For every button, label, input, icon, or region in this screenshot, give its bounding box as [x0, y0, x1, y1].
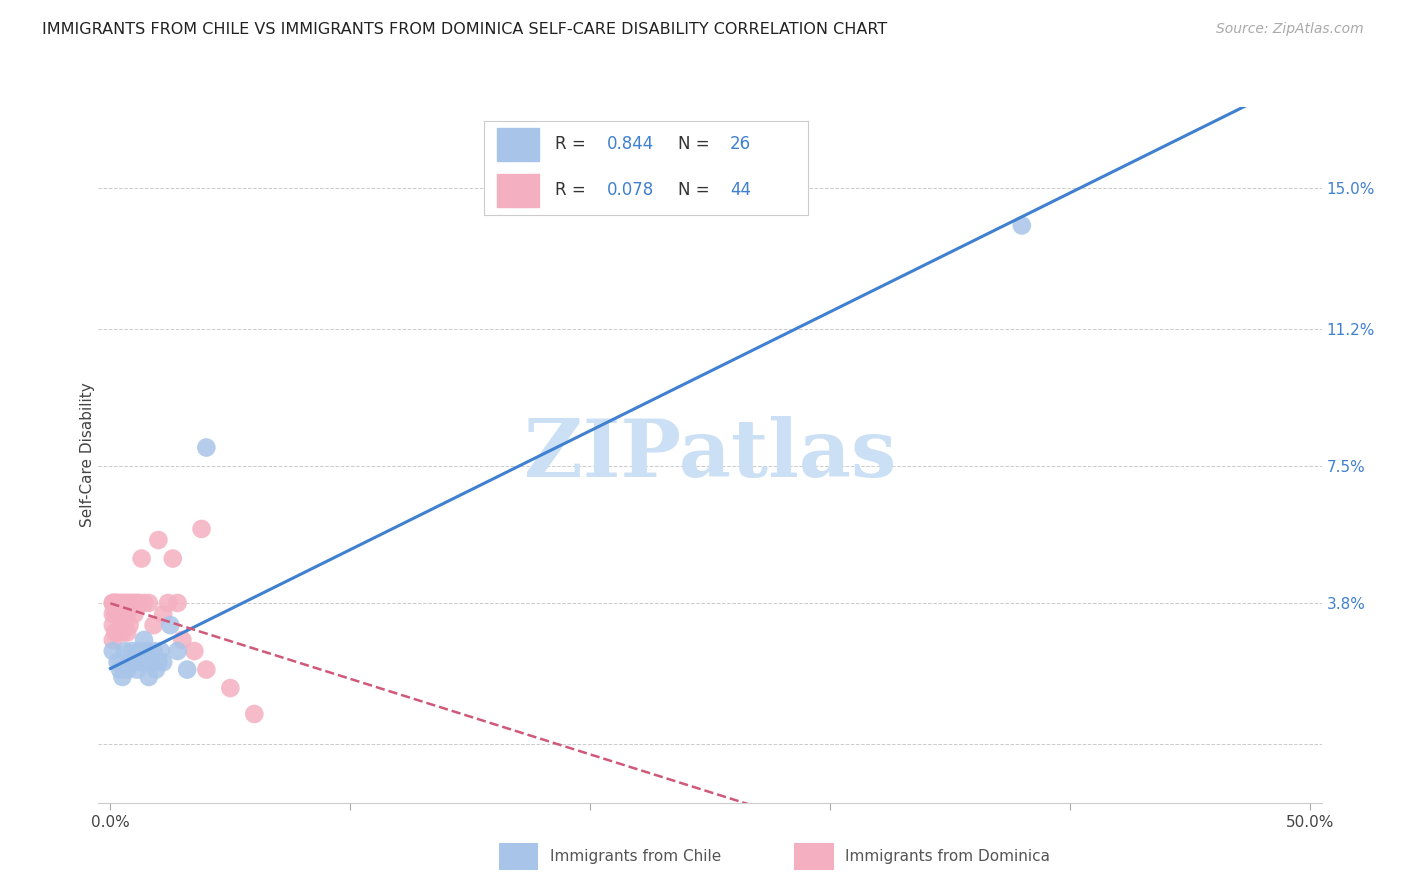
Point	[159, 618, 181, 632]
Point	[111, 625, 134, 640]
Point	[114, 644, 136, 658]
Point	[111, 670, 134, 684]
Text: ZIPatlas: ZIPatlas	[524, 416, 896, 494]
Point	[114, 618, 136, 632]
Point	[125, 596, 148, 610]
Point	[104, 596, 127, 610]
Point	[121, 644, 143, 658]
Point	[111, 607, 134, 621]
Point	[104, 607, 127, 621]
Point	[115, 663, 138, 677]
Text: 0.078: 0.078	[607, 181, 654, 200]
Point	[107, 607, 129, 621]
Point	[132, 596, 155, 610]
Y-axis label: Self-Care Disability: Self-Care Disability	[80, 383, 94, 527]
Text: 0.844: 0.844	[607, 136, 654, 153]
Point	[166, 596, 188, 610]
Point	[101, 596, 124, 610]
Point	[108, 596, 131, 610]
Point	[166, 644, 188, 658]
Text: N =: N =	[678, 136, 716, 153]
Text: 44: 44	[730, 181, 751, 200]
Point	[138, 670, 160, 684]
Point	[142, 644, 165, 658]
Point	[107, 596, 129, 610]
Point	[190, 522, 212, 536]
Point	[149, 644, 172, 658]
Point	[219, 681, 242, 695]
Point	[124, 596, 146, 610]
Point	[114, 596, 136, 610]
Point	[131, 551, 153, 566]
Point	[101, 618, 124, 632]
Point	[128, 644, 150, 658]
Text: Immigrants from Chile: Immigrants from Chile	[550, 849, 721, 863]
Point	[183, 644, 205, 658]
Point	[148, 655, 170, 669]
Point	[101, 596, 124, 610]
Point	[101, 644, 124, 658]
Text: IMMIGRANTS FROM CHILE VS IMMIGRANTS FROM DOMINICA SELF-CARE DISABILITY CORRELATI: IMMIGRANTS FROM CHILE VS IMMIGRANTS FROM…	[42, 22, 887, 37]
Point	[138, 596, 160, 610]
Point	[172, 632, 194, 647]
Bar	[496, 174, 538, 207]
Point	[195, 663, 218, 677]
Point	[132, 632, 155, 647]
Point	[115, 596, 138, 610]
Text: N =: N =	[678, 181, 716, 200]
Point	[121, 596, 143, 610]
Point	[243, 706, 266, 721]
Point	[108, 663, 131, 677]
Point	[152, 655, 174, 669]
Point	[128, 596, 150, 610]
Point	[195, 441, 218, 455]
Point	[104, 625, 127, 640]
Point	[124, 607, 146, 621]
Point	[152, 607, 174, 621]
Point	[135, 644, 157, 658]
Text: R =: R =	[555, 136, 591, 153]
Point	[107, 655, 129, 669]
Point	[111, 596, 134, 610]
Point	[108, 607, 131, 621]
Point	[107, 625, 129, 640]
Point	[162, 551, 184, 566]
Point	[115, 625, 138, 640]
Point	[124, 655, 146, 669]
Text: R =: R =	[555, 181, 591, 200]
Text: 26: 26	[730, 136, 751, 153]
Point	[125, 663, 148, 677]
Point	[141, 655, 163, 669]
Point	[118, 596, 141, 610]
Point	[176, 663, 198, 677]
Point	[118, 655, 141, 669]
Point	[1011, 219, 1033, 233]
Point	[145, 663, 167, 677]
Point	[142, 618, 165, 632]
Point	[156, 596, 179, 610]
Text: Source: ZipAtlas.com: Source: ZipAtlas.com	[1216, 22, 1364, 37]
Point	[115, 607, 138, 621]
Point	[104, 596, 127, 610]
Bar	[496, 128, 538, 161]
Point	[131, 655, 153, 669]
Point	[101, 607, 124, 621]
Text: Immigrants from Dominica: Immigrants from Dominica	[845, 849, 1050, 863]
Point	[101, 632, 124, 647]
Point	[148, 533, 170, 547]
Point	[118, 618, 141, 632]
